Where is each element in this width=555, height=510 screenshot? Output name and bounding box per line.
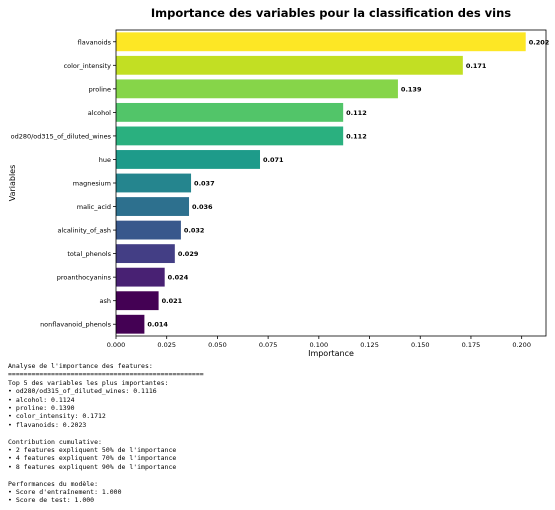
bar-magnesium bbox=[116, 174, 191, 193]
value-label-magnesium: 0.037 bbox=[194, 180, 215, 188]
value-label-alcalinity-of-ash: 0.032 bbox=[184, 227, 205, 235]
report-line: • color_intensity: 0.1712 bbox=[8, 412, 548, 420]
value-label-hue: 0.071 bbox=[263, 156, 284, 164]
report-line: • od280/od315_of_diluted_wines: 0.1116 bbox=[8, 387, 548, 395]
bar-hue bbox=[116, 150, 260, 169]
y-tick-label-alcohol: alcohol bbox=[88, 109, 111, 117]
value-label-total-phenols: 0.029 bbox=[178, 250, 199, 258]
report-line: • 8 features expliquent 90% de l'importa… bbox=[8, 463, 548, 471]
y-tick-label-ash: ash bbox=[100, 297, 112, 305]
y-tick-label-magnesium: magnesium bbox=[73, 180, 111, 188]
y-tick-label-alcalinity-of-ash: alcalinity_of_ash bbox=[57, 227, 111, 235]
bar-proanthocyanins bbox=[116, 268, 165, 287]
bar-ash bbox=[116, 291, 159, 310]
bar-alcalinity-of-ash bbox=[116, 221, 181, 240]
report-line: • proline: 0.1390 bbox=[8, 404, 548, 412]
report-line: Performances du modèle: bbox=[8, 480, 548, 488]
value-label-proanthocyanins: 0.024 bbox=[168, 274, 189, 282]
bar-color-intensity bbox=[116, 56, 463, 75]
bar-od280-od315-of-diluted-wines bbox=[116, 127, 343, 146]
x-tick-label: 0.075 bbox=[259, 341, 278, 349]
x-tick-label: 0.175 bbox=[462, 341, 481, 349]
bar-total-phenols bbox=[116, 244, 175, 263]
value-label-ash: 0.021 bbox=[162, 297, 183, 305]
chart-title: Importance des variables pour la classif… bbox=[151, 6, 511, 20]
x-tick-label: 0.200 bbox=[512, 341, 531, 349]
feature-importance-chart: Importance des variables pour la classif… bbox=[0, 0, 555, 362]
x-axis-label: Importance bbox=[308, 349, 354, 358]
bar-nonflavanoid-phenols bbox=[116, 315, 144, 334]
value-label-color-intensity: 0.171 bbox=[466, 62, 487, 70]
y-tick-label-proanthocyanins: proanthocyanins bbox=[57, 274, 112, 282]
y-tick-label-hue: hue bbox=[99, 156, 111, 164]
y-axis-label: Variables bbox=[8, 165, 17, 202]
report-line: Contribution cumulative: bbox=[8, 438, 548, 446]
y-tick-label-od280-od315-of-diluted-wines: od280/od315_of_diluted_wines bbox=[11, 132, 112, 140]
y-tick-label-color-intensity: color_intensity bbox=[64, 62, 112, 70]
y-tick-label-proline: proline bbox=[89, 85, 111, 93]
bar-malic-acid bbox=[116, 197, 189, 216]
report-line: ========================================… bbox=[8, 370, 548, 378]
bar-flavanoids bbox=[116, 32, 526, 51]
value-label-alcohol: 0.112 bbox=[346, 109, 367, 117]
report-line bbox=[8, 429, 548, 437]
report-line: • Score de test: 1.000 bbox=[8, 496, 548, 504]
x-tick-label: 0.150 bbox=[411, 341, 430, 349]
x-tick-label: 0.000 bbox=[107, 341, 126, 349]
x-tick-label: 0.125 bbox=[360, 341, 379, 349]
y-tick-label-flavanoids: flavanoids bbox=[78, 38, 112, 46]
x-tick-label: 0.025 bbox=[157, 341, 176, 349]
bar-alcohol bbox=[116, 103, 343, 122]
report-line: • flavanoids: 0.2023 bbox=[8, 421, 548, 429]
x-tick-label: 0.100 bbox=[310, 341, 329, 349]
report-line: • 4 features expliquent 70% de l'importa… bbox=[8, 454, 548, 462]
y-tick-label-total-phenols: total_phenols bbox=[67, 250, 111, 258]
report-line: Top 5 des variables les plus importantes… bbox=[8, 379, 548, 387]
report-line: Analyse de l'importance des features: bbox=[8, 362, 548, 370]
value-label-malic-acid: 0.036 bbox=[192, 203, 213, 211]
report-line bbox=[8, 471, 548, 479]
report-line: • Score d'entraînement: 1.000 bbox=[8, 488, 548, 496]
y-tick-label-nonflavanoid-phenols: nonflavanoid_phenols bbox=[40, 321, 112, 329]
report-line: • alcohol: 0.1124 bbox=[8, 396, 548, 404]
y-tick-label-malic-acid: malic_acid bbox=[77, 203, 111, 211]
bar-proline bbox=[116, 79, 398, 98]
value-label-proline: 0.139 bbox=[401, 85, 422, 93]
value-label-od280-od315-of-diluted-wines: 0.112 bbox=[346, 132, 367, 140]
x-tick-label: 0.050 bbox=[208, 341, 227, 349]
report-line: • 2 features expliquent 50% de l'importa… bbox=[8, 446, 548, 454]
value-label-nonflavanoid-phenols: 0.014 bbox=[147, 321, 168, 329]
analysis-report: Analyse de l'importance des features: ===… bbox=[8, 362, 548, 505]
